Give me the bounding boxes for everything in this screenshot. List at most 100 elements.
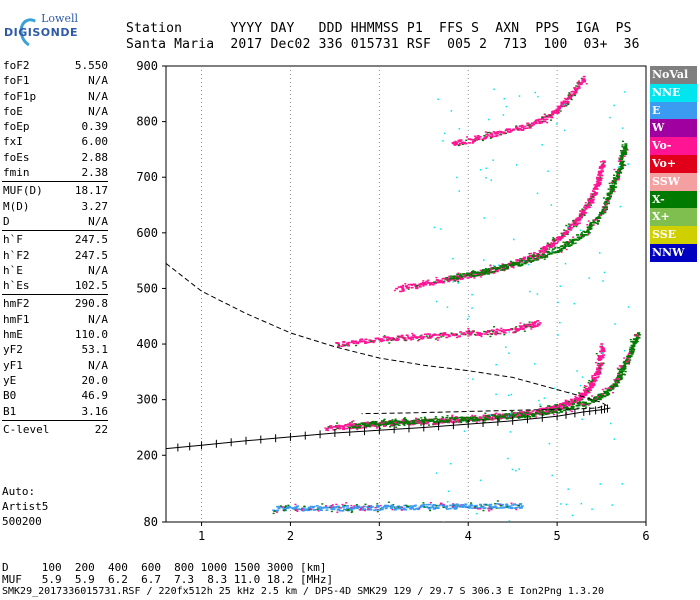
trace-point [517, 263, 521, 266]
noise-point [487, 118, 490, 121]
trace-point [386, 505, 390, 508]
trace-point [584, 202, 587, 204]
trace-point [338, 506, 341, 508]
trace-point [309, 505, 313, 508]
param-row: foEs 2.88 [2, 150, 108, 165]
trace-point [575, 397, 579, 399]
trace-point [590, 197, 593, 200]
trace-point [369, 508, 373, 511]
trace-point [569, 96, 573, 98]
trace-point [559, 105, 562, 107]
auto-version: 500200 [2, 515, 42, 528]
trace-point [599, 395, 602, 398]
trace-point [457, 505, 461, 507]
trace-point [428, 503, 432, 506]
trace-point [530, 328, 533, 330]
trace-point [517, 417, 520, 419]
trace-point [541, 116, 544, 119]
trace-point [518, 416, 522, 419]
trace-point [486, 504, 490, 506]
trace-point [569, 224, 573, 227]
trace-point [558, 412, 561, 414]
trace-point [542, 248, 545, 250]
trace-point [588, 200, 592, 203]
trace-point [572, 219, 575, 222]
trace-point [555, 408, 558, 411]
trace-point [565, 98, 569, 101]
trace-point [577, 401, 581, 404]
trace-point [566, 233, 569, 235]
trace-point [519, 261, 523, 263]
trace-point [515, 127, 519, 129]
trace-point [484, 504, 487, 506]
trace-point [458, 416, 462, 419]
trace-point [556, 251, 560, 254]
trace-point [421, 282, 425, 284]
trace-point [425, 280, 429, 283]
trace-point [592, 187, 596, 190]
trace-point [487, 331, 491, 333]
trace-point [464, 503, 468, 506]
trace-point [458, 143, 461, 146]
trace-point [553, 240, 556, 242]
noise-point [559, 285, 562, 287]
trace-point [481, 269, 485, 271]
noise-point [471, 293, 473, 296]
trace-point [507, 417, 510, 419]
trace-point [440, 336, 443, 338]
trace-point [599, 212, 602, 214]
trace-point [495, 134, 499, 137]
trace-point [618, 157, 621, 159]
trace-point [515, 413, 519, 416]
trace-point [586, 206, 590, 209]
trace-point [476, 271, 480, 274]
trace-point [404, 339, 407, 342]
trace-point [583, 79, 587, 81]
trace-point [595, 192, 599, 195]
trace-point [394, 419, 398, 422]
trace-point [423, 506, 426, 508]
trace-point [348, 426, 351, 428]
trace-point [335, 426, 339, 428]
noise-point [440, 228, 442, 230]
trace-point [312, 505, 316, 508]
trace-point [374, 421, 378, 423]
trace-point [620, 151, 624, 153]
trace-point [504, 414, 508, 417]
trace-point [430, 281, 434, 284]
trace-point [414, 336, 418, 338]
trace-point [416, 421, 419, 424]
trace-point [546, 413, 549, 415]
y-tick-label: 200 [136, 448, 158, 462]
trace-point [324, 505, 327, 507]
trace-point [441, 281, 445, 284]
trace-point [560, 247, 564, 250]
trace-point [372, 420, 375, 423]
trace-point [350, 423, 354, 426]
trace-point [458, 419, 462, 421]
trace-point [528, 410, 531, 412]
trace-point [455, 420, 459, 423]
trace-point [455, 141, 459, 143]
trace-point [582, 393, 586, 395]
trace-point [531, 410, 535, 412]
trace-point [391, 337, 395, 339]
trace-point [552, 238, 555, 241]
noise-point [456, 176, 458, 179]
trace-point [493, 417, 497, 420]
trace-point [544, 248, 548, 251]
trace-point [492, 415, 495, 418]
trace-point [538, 322, 542, 324]
trace-point [460, 333, 463, 335]
trace-point [563, 243, 567, 246]
trace-point [495, 267, 499, 270]
trace-point [514, 331, 517, 333]
trace-point [395, 422, 398, 424]
trace-point [354, 344, 357, 347]
trace-point [424, 419, 427, 422]
trace-point [554, 251, 558, 253]
trace-point [466, 136, 469, 138]
x-tick-label: 4 [465, 529, 472, 543]
trace-point [434, 423, 437, 426]
trace-point [564, 399, 567, 401]
